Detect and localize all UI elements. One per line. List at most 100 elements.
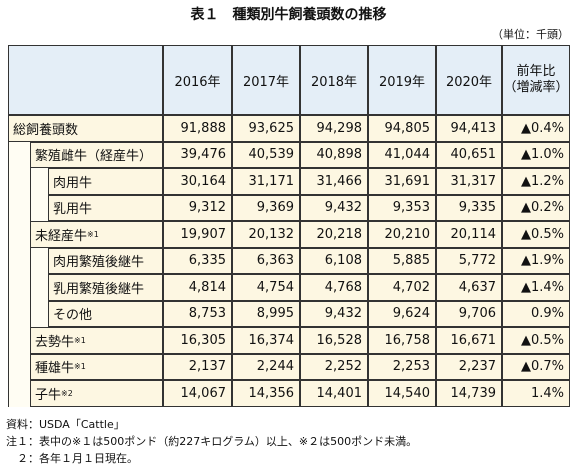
row-label-text: 子牛 [35, 387, 62, 403]
row-label-text: 去勢牛 [35, 334, 75, 350]
row-label-text: 繁殖雌牛（経産牛） [35, 149, 153, 165]
cell: 20,132 [232, 221, 300, 248]
row-label: 種雄牛 ※1 [30, 353, 163, 380]
cell: 20,218 [300, 221, 368, 248]
cell: 4,702 [368, 274, 436, 301]
cell: 30,164 [163, 168, 232, 195]
cell: 14,356 [232, 380, 300, 407]
cell: 40,651 [436, 141, 502, 168]
column-header: 2019年 [368, 45, 436, 115]
cell: 16,305 [163, 327, 232, 354]
cell: 14,540 [368, 380, 436, 407]
cell: 9,624 [368, 300, 436, 327]
cell: 31,171 [232, 168, 300, 195]
note: 注１：表中の※１は500ポンド（約227キログラム）以上、※２は500ポンド未満… [6, 435, 418, 448]
cell: 16,374 [232, 327, 300, 354]
column-header: 2020年 [436, 45, 502, 115]
cell: 2,137 [163, 353, 232, 380]
change-cell: ▲0.7% [502, 353, 570, 380]
cell: 9,432 [300, 300, 368, 327]
cell: 9,432 [300, 194, 368, 221]
row-label: 乳用繁殖後継牛 [48, 274, 163, 301]
indent-rule [8, 168, 30, 195]
cell: 31,317 [436, 168, 502, 195]
row-label: 乳用牛 [48, 194, 163, 221]
indent-rule [8, 194, 30, 221]
unit: （単位：千頭） [492, 28, 569, 41]
row-label: 未経産牛 ※1 [30, 221, 163, 248]
cell: 2,237 [436, 353, 502, 380]
change-header: 前年比 （増減率） [502, 45, 570, 115]
indent-rule [8, 353, 30, 380]
footnote-mark: ※1 [87, 229, 99, 239]
cell: 91,888 [163, 115, 232, 142]
cell: 6,335 [163, 247, 232, 274]
row-label-text: 肉用繁殖後継牛 [53, 255, 145, 271]
note: ２：各年１月１日現在。 [6, 452, 138, 465]
change-cell: 0.9% [502, 300, 570, 327]
indent-rule [8, 300, 30, 327]
cell: 20,210 [368, 221, 436, 248]
row-label-text: 肉用牛 [53, 175, 93, 191]
cell: 14,739 [436, 380, 502, 407]
cell: 9,353 [368, 194, 436, 221]
cell: 94,805 [368, 115, 436, 142]
row-label-text: 種雄牛 [35, 361, 75, 377]
cell: 4,637 [436, 274, 502, 301]
change-cell: ▲0.5% [502, 327, 570, 354]
cell: 5,772 [436, 247, 502, 274]
row-label: その他 [48, 300, 163, 327]
change-cell: 1.4% [502, 380, 570, 407]
cell: 40,898 [300, 141, 368, 168]
cell: 31,691 [368, 168, 436, 195]
cell: 9,706 [436, 300, 502, 327]
cell: 19,907 [163, 221, 232, 248]
cell: 40,539 [232, 141, 300, 168]
column-header: 2016年 [163, 45, 232, 115]
header-blank [8, 45, 163, 115]
cell: 9,312 [163, 194, 232, 221]
change-cell: ▲1.9% [502, 247, 570, 274]
indent-rule [30, 247, 48, 274]
row-label: 総飼養頭数 [8, 115, 163, 142]
cell: 94,413 [436, 115, 502, 142]
indent-rule [30, 194, 48, 221]
cell: 9,335 [436, 194, 502, 221]
cell: 93,625 [232, 115, 300, 142]
cell: 5,885 [368, 247, 436, 274]
title: 表１ 種類別牛飼養頭数の推移 [190, 7, 387, 23]
row-label: 子牛 ※2 [30, 380, 163, 407]
row-label: 肉用牛 [48, 168, 163, 195]
cell: 4,768 [300, 274, 368, 301]
row-label-text: 乳用繁殖後継牛 [53, 281, 145, 297]
column-header: 2018年 [300, 45, 368, 115]
cell: 31,466 [300, 168, 368, 195]
footnote-mark: ※1 [74, 362, 86, 372]
cell: 2,253 [368, 353, 436, 380]
row-label-text: 総飼養頭数 [13, 122, 79, 138]
cell: 16,758 [368, 327, 436, 354]
cell: 2,244 [232, 353, 300, 380]
change-cell: ▲1.2% [502, 168, 570, 195]
cell: 94,298 [300, 115, 368, 142]
indent-rule [30, 274, 48, 301]
cell: 8,753 [163, 300, 232, 327]
cell: 8,995 [232, 300, 300, 327]
indent-rule [8, 247, 30, 274]
cell: 14,401 [300, 380, 368, 407]
column-header: 2017年 [232, 45, 300, 115]
cell: 20,114 [436, 221, 502, 248]
footnote-mark: ※2 [61, 388, 73, 398]
note: 資料：USDA「Cattle」 [6, 418, 125, 431]
indent-rule [8, 141, 30, 168]
indent-rule [8, 221, 30, 248]
cell: 14,067 [163, 380, 232, 407]
row-label-text: その他 [53, 308, 93, 324]
indent-rule [30, 168, 48, 195]
row-label: 肉用繁殖後継牛 [48, 247, 163, 274]
indent-rule [30, 300, 48, 327]
cell: 6,363 [232, 247, 300, 274]
indent-rule [8, 274, 30, 301]
row-label-text: 未経産牛 [35, 228, 88, 244]
